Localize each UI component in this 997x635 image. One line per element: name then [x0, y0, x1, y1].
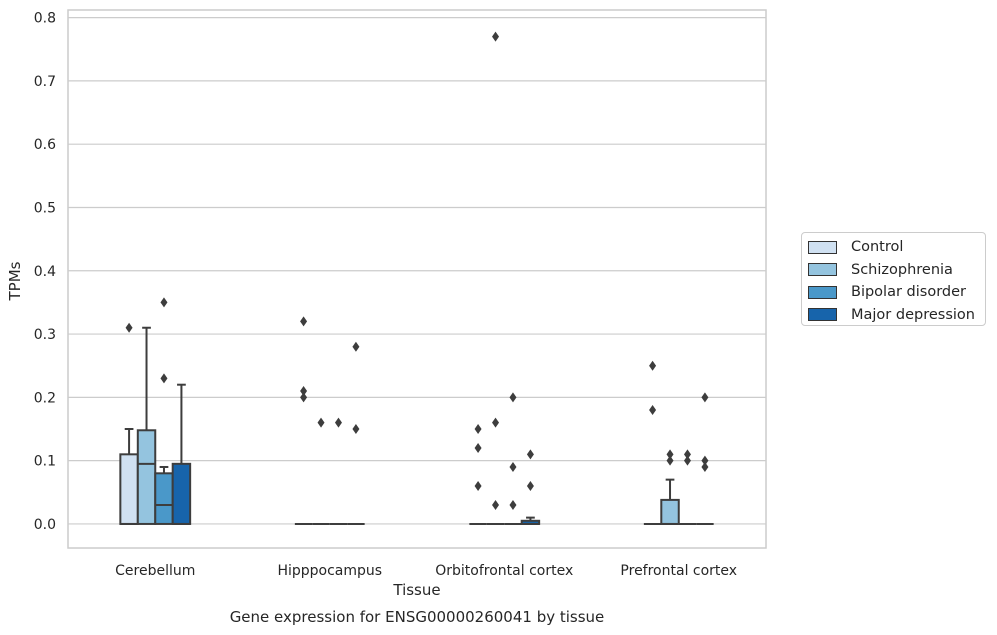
- x-tick-label: Orbitofrontal cortex: [435, 563, 573, 579]
- outlier-point: [317, 417, 325, 428]
- outlier-point: [492, 499, 500, 510]
- outlier-point: [509, 499, 517, 510]
- outlier-point: [300, 386, 308, 397]
- plot-frame: [67, 9, 767, 549]
- box: [136, 429, 157, 525]
- outlier-point: [649, 360, 657, 371]
- outlier-point: [701, 455, 709, 466]
- outlier-point: [352, 424, 360, 435]
- x-axis-label: Tissue: [392, 581, 440, 599]
- y-tick-label: 0.6: [34, 137, 56, 153]
- y-tick-label: 0.4: [34, 264, 56, 280]
- x-tick-labels: Cerebellum Hipppocampus Orbitofrontal cort…: [115, 563, 737, 579]
- box: [154, 472, 174, 525]
- y-axis-label: TPMs: [6, 261, 24, 301]
- chart-caption: Gene expression for ENSG00000260041 by t…: [230, 608, 605, 626]
- legend-label: Schizophrenia: [851, 261, 953, 278]
- y-tick-label: 0.7: [34, 74, 56, 90]
- y-tick-label: 0.3: [34, 327, 56, 343]
- legend-item: Bipolar disorder: [808, 281, 985, 304]
- outlier-point: [683, 449, 691, 460]
- outlier-point: [666, 455, 674, 466]
- outlier-point: [352, 341, 360, 352]
- outlier-point: [509, 392, 517, 403]
- outlier-point: [160, 373, 168, 384]
- y-tick-label: 0.0: [34, 517, 56, 533]
- box: [660, 498, 680, 525]
- outlier-point: [300, 392, 308, 403]
- outlier-point: [492, 31, 500, 42]
- outlier-point: [666, 449, 674, 460]
- outlier-point: [474, 480, 482, 491]
- gridlines: [68, 16, 766, 525]
- y-tick-label: 0.2: [34, 390, 56, 406]
- outlier-point: [701, 461, 709, 472]
- outlier-point: [492, 417, 500, 428]
- outlier-point: [526, 449, 534, 460]
- outlier-point: [160, 297, 168, 308]
- legend-swatch: [808, 240, 837, 254]
- x-tick-label: Cerebellum: [115, 563, 195, 579]
- outlier-point: [334, 417, 342, 428]
- x-tick-label: Hipppocampus: [277, 563, 382, 579]
- box: [171, 462, 192, 525]
- box-plots: [119, 31, 714, 525]
- legend-swatch: [808, 285, 837, 299]
- outlier-point: [701, 392, 709, 403]
- outlier-point: [474, 442, 482, 453]
- x-tick-label: Prefrontal cortex: [620, 563, 737, 579]
- outlier-point: [683, 455, 691, 466]
- legend-label: Bipolar disorder: [851, 284, 966, 301]
- legend-swatch: [808, 263, 837, 277]
- outlier-point: [125, 322, 133, 333]
- y-tick-label: 0.1: [34, 454, 56, 470]
- outlier-point: [649, 405, 657, 416]
- y-tick-label: 0.8: [34, 11, 56, 27]
- box: [119, 453, 139, 525]
- outlier-point: [526, 480, 534, 491]
- y-tick-label: 0.5: [34, 200, 56, 216]
- legend-item: Control: [808, 236, 985, 259]
- legend: Control Schizophrenia Bipolar disorder Majo…: [801, 232, 986, 326]
- legend-swatch: [808, 308, 837, 322]
- legend-label: Major depression: [851, 306, 975, 323]
- outlier-point: [300, 316, 308, 327]
- outlier-point: [474, 424, 482, 435]
- outlier-point: [509, 461, 517, 472]
- legend-item: Major depression: [808, 304, 985, 327]
- legend-item: Schizophrenia: [808, 259, 985, 282]
- y-tick-labels: 0.0 0.1 0.2 0.3 0.4 0.5 0.6 0.7 0.8: [34, 11, 56, 533]
- legend-label: Control: [851, 239, 904, 256]
